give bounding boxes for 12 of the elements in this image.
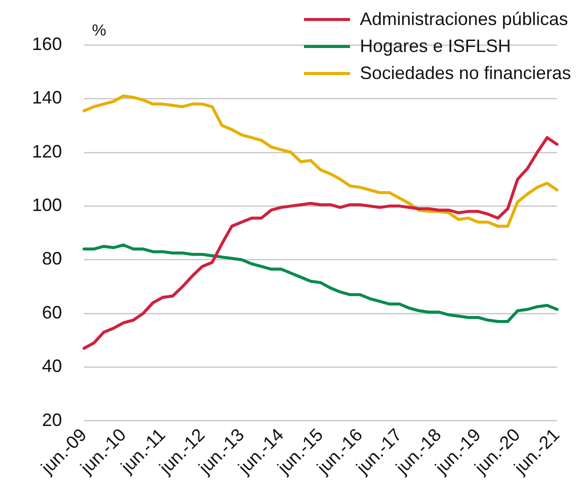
- y-tick-label: 60: [42, 302, 62, 322]
- y-tick-label: 160: [32, 34, 62, 54]
- legend-label: Administraciones públicas: [360, 9, 568, 30]
- y-tick-label: 40: [42, 356, 62, 376]
- y-tick-label: 140: [32, 88, 62, 108]
- y-axis-title: %: [92, 22, 106, 40]
- legend-label: Sociedades no financieras: [360, 63, 571, 84]
- y-tick-label: 80: [42, 248, 62, 269]
- legend-label: Hogares e ISFLSH: [360, 36, 511, 57]
- y-tick-label: 100: [32, 195, 62, 216]
- y-tick-label: 20: [42, 410, 62, 430]
- y-tick-label: 120: [32, 141, 62, 162]
